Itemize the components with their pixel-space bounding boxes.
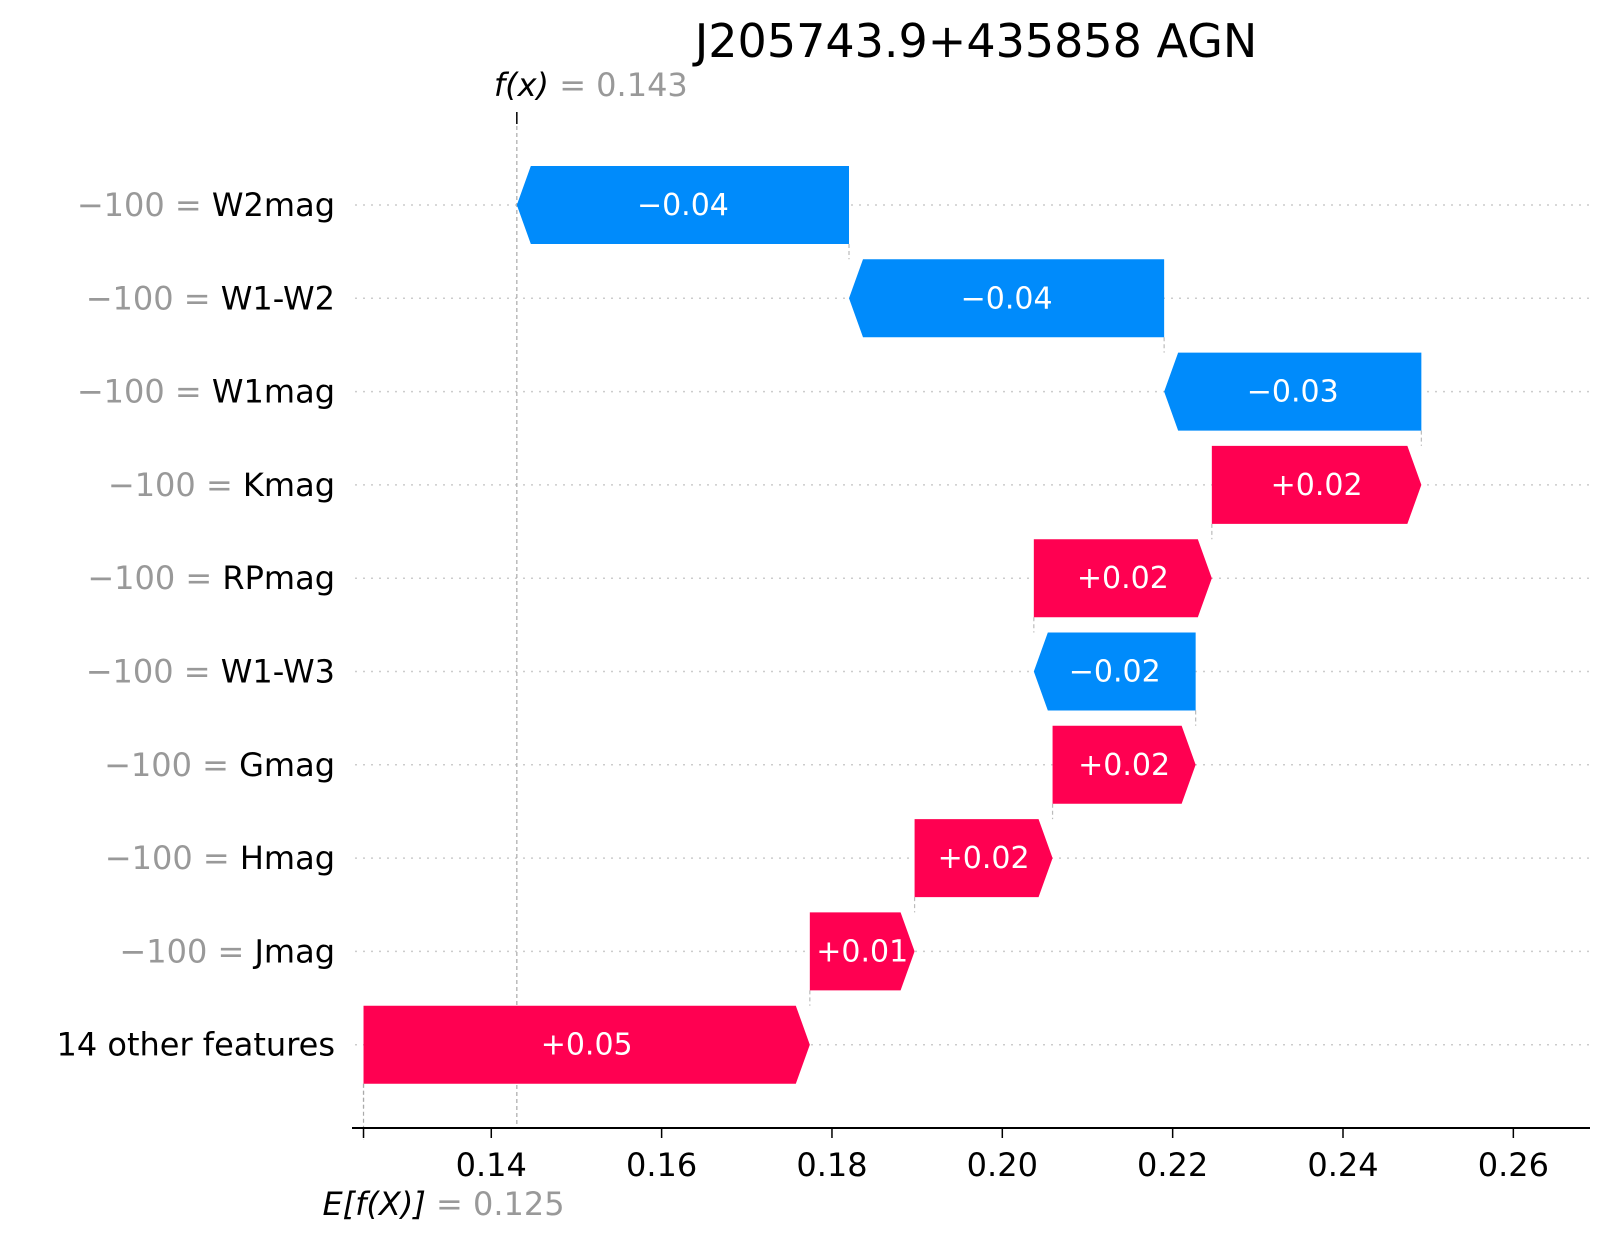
feature-name: RPmag [222,559,335,597]
bar-negative [849,259,1165,338]
ex-annotation-label: E[f(X)] [322,1185,425,1223]
x-tick-label: 0.22 [1137,1146,1208,1184]
feature-name: Kmag [243,466,335,504]
ex-annotation-value: = 0.125 [426,1185,565,1223]
guide-lines-layer [362,112,1422,1140]
feature-name: W1-W3 [221,653,335,691]
bar-value-label: +0.02 [1077,561,1169,596]
x-tick-label: 0.18 [796,1146,867,1184]
bar-positive [1033,539,1212,618]
feature-name: W1mag [212,373,335,411]
feature-label: −100 = W1mag [77,373,335,411]
feature-label: −100 = Kmag [108,466,335,504]
x-tick-label: 0.24 [1307,1146,1378,1184]
bar-positive [914,819,1053,898]
bar-value-label: −0.02 [1069,655,1161,690]
feature-value: −100 = [86,279,221,317]
bar-value-label: −0.04 [637,188,729,223]
bar-negative [516,166,849,244]
feature-name: W2mag [212,186,335,224]
feature-name: W1-W2 [221,279,335,317]
bar-value-label: +0.01 [816,934,908,969]
bar-negative [1033,632,1196,711]
feature-name: Gmag [239,746,335,784]
x-tick-label: 0.20 [967,1146,1038,1184]
fx-annotation: f(x) = 0.143 [494,66,688,104]
feature-value: −100 = [105,839,240,877]
feature-value: −100 = [104,746,239,784]
x-tick-label: 0.16 [626,1146,697,1184]
feature-value: −100 = [87,559,222,597]
feature-label: −100 = Jmag [119,932,335,970]
feature-label: −100 = W2mag [77,186,335,224]
feature-value: −100 = [119,932,254,970]
x-axis: 0.14 0.16 0.18 0.20 0.22 0.24 0.26 [352,1127,1590,1184]
bar-positive [1211,445,1422,524]
bar-positive [363,1005,810,1084]
bar-value-label: +0.02 [938,841,1030,876]
feature-label: −100 = Gmag [104,746,335,784]
feature-label: −100 = W1-W3 [86,653,335,691]
feature-name: 14 other features [56,1026,335,1064]
bar-value-label: +0.02 [1078,748,1170,783]
feature-value: −100 = [86,653,221,691]
fx-annotation-value: = 0.143 [549,66,688,104]
annotations-layer: f(x) = 0.143 E[f(X)] = 0.125 [322,66,687,1223]
fx-annotation-label: f(x) [494,66,549,104]
chart-title: J205743.9+435858 AGN [692,14,1258,68]
feature-labels-layer: −100 = W2mag−100 = W1-W2−100 = W1mag−100… [56,186,335,1064]
feature-label: −100 = RPmag [87,559,335,597]
feature-label: 14 other features [56,1026,335,1064]
feature-value: −100 = [108,466,243,504]
feature-value: −100 = [77,186,212,224]
x-tick-label: 0.14 [456,1146,527,1184]
bar-positive [1052,725,1196,804]
ex-annotation: E[f(X)] = 0.125 [322,1185,564,1223]
feature-name: Hmag [240,839,335,877]
bar-negative [1164,352,1422,431]
bar-positive [809,912,915,991]
bar-value-label: +0.05 [541,1028,633,1063]
feature-label: −100 = W1-W2 [86,279,335,317]
feature-name: Jmag [252,932,335,970]
feature-value: −100 = [77,373,212,411]
x-tick-label: 0.26 [1478,1146,1549,1184]
feature-label: −100 = Hmag [105,839,335,877]
bar-value-label: +0.02 [1271,468,1363,503]
bar-value-label: −0.04 [961,281,1053,316]
bar-value-label: −0.03 [1247,375,1339,410]
bars-layer: −0.04 −0.04 −0.03 +0.02 +0.02 −0.02 +0.02 +0.02… [363,166,1422,1084]
